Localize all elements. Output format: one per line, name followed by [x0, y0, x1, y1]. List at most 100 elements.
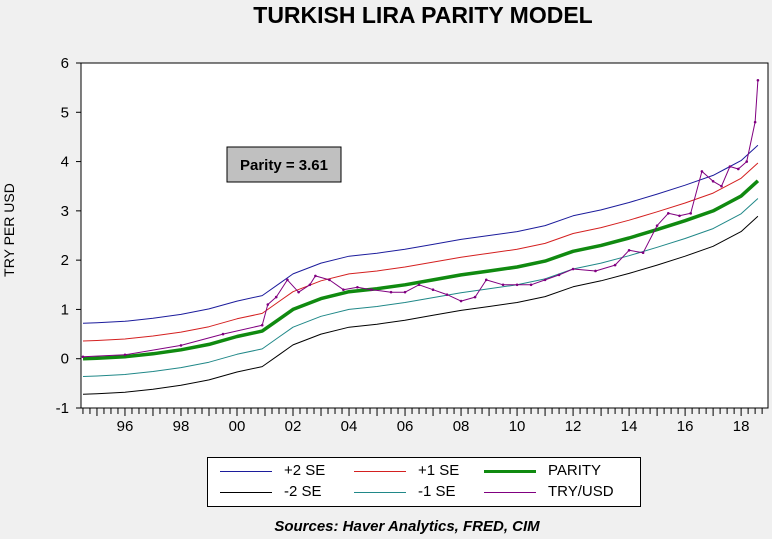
x-tick-label: 08: [453, 418, 470, 435]
y-tick-label: 5: [61, 104, 69, 121]
x-tick-label: 98: [173, 418, 190, 435]
legend-item-minus2se: -2 SE: [220, 482, 322, 502]
data-point-try-usd: [711, 179, 715, 183]
data-point-try-usd: [641, 251, 645, 255]
series-line--2-se: [82, 144, 759, 324]
data-point-try-usd: [700, 170, 704, 173]
data-point-try-usd: [459, 299, 463, 303]
x-tick-label: 00: [229, 418, 246, 435]
data-point-try-usd: [328, 278, 331, 282]
data-point-try-usd: [445, 293, 449, 296]
data-point-try-usd: [370, 288, 373, 292]
legend-swatch: [220, 470, 272, 472]
series-line--1-se: [82, 162, 759, 342]
data-point-try-usd: [81, 355, 85, 359]
data-point-try-usd: [655, 224, 659, 227]
y-tick-label: 2: [61, 252, 69, 269]
y-axis-label: TRY PER USD: [1, 183, 17, 277]
x-tick-label: 04: [341, 418, 358, 435]
data-point-try-usd: [417, 283, 421, 287]
data-point-try-usd: [529, 283, 533, 287]
parity-annotation: Parity = 3.61: [226, 146, 342, 183]
data-point-try-usd: [678, 214, 681, 218]
x-tick-label: 96: [117, 418, 134, 435]
legend: +2 SE +1 SE PARITY -2 SE -1 SE TRY/USD: [207, 457, 641, 507]
data-point-try-usd: [557, 273, 561, 277]
legend-item-tryusd: TRY/USD: [484, 482, 614, 502]
data-point-try-usd: [484, 278, 488, 282]
x-axis: 96 98 00 02 04 06 08 10 12 14 16 18: [82, 408, 763, 435]
x-tick-label: 18: [733, 418, 750, 435]
data-point-try-usd: [613, 263, 617, 267]
x-tick-label: 12: [565, 418, 582, 435]
plot-area: [80, 62, 769, 409]
annotation-text: Parity = 3.61: [240, 157, 328, 174]
legend-swatch: [354, 470, 406, 472]
data-point-try-usd: [389, 290, 393, 294]
y-tick-label: 1: [61, 301, 69, 318]
data-point-try-usd: [179, 344, 183, 347]
legend-swatch: [220, 491, 272, 493]
data-point-try-usd: [356, 285, 359, 289]
data-point-try-usd: [515, 283, 519, 287]
legend-label: -2 SE: [284, 483, 322, 500]
legend-label: PARITY: [548, 462, 602, 479]
x-tick-label: 10: [509, 418, 526, 435]
x-tick-label: 16: [677, 418, 694, 435]
series-lines: [81, 78, 760, 395]
data-point-try-usd: [342, 288, 345, 292]
data-point-try-usd: [501, 283, 505, 287]
y-tick-label: 4: [61, 154, 69, 171]
y-tick-label: 6: [61, 55, 69, 72]
data-point-try-usd: [666, 212, 670, 215]
series-line-parity: [82, 179, 760, 361]
data-point-try-usd: [737, 167, 740, 171]
data-point-try-usd: [594, 269, 597, 273]
data-point-try-usd: [221, 332, 225, 336]
data-point-try-usd: [314, 274, 317, 278]
data-point-try-usd: [260, 323, 264, 327]
data-point-try-usd: [274, 295, 278, 299]
y-tick-label: 3: [61, 203, 69, 220]
data-point-try-usd: [543, 278, 547, 282]
y-tick-label: -1: [56, 400, 69, 417]
legend-item-parity: PARITY: [484, 461, 601, 481]
data-point-try-usd: [753, 120, 757, 124]
data-point-try-usd: [403, 290, 407, 294]
data-point-try-usd: [473, 295, 477, 299]
data-point-try-usd: [123, 353, 127, 357]
x-tick-label: 02: [285, 418, 302, 435]
chart-title: TURKISH LIRA PARITY MODEL: [253, 2, 593, 28]
data-point-try-usd: [571, 267, 575, 271]
legend-label: TRY/USD: [548, 483, 614, 500]
legend-swatch: [484, 491, 536, 493]
series-line--2-se: [82, 215, 759, 395]
legend-label: -1 SE: [418, 483, 456, 500]
legend-swatch: [484, 469, 536, 473]
data-point-try-usd: [286, 278, 289, 282]
data-point-try-usd: [728, 165, 732, 168]
legend-item-plus1se: +1 SE: [354, 461, 459, 481]
data-point-try-usd: [720, 184, 723, 188]
data-point-try-usd: [266, 303, 270, 306]
x-tick-label: 14: [621, 418, 638, 435]
legend-label: +2 SE: [284, 462, 326, 479]
data-point-try-usd: [745, 160, 749, 163]
legend-item-minus1se: -1 SE: [354, 482, 456, 502]
x-tick-label: 06: [397, 418, 414, 435]
series-line--1-se: [82, 198, 759, 377]
data-point-try-usd: [689, 212, 693, 215]
data-point-try-usd: [756, 78, 760, 82]
data-point-try-usd: [627, 248, 631, 252]
sources-note: Sources: Haver Analytics, FRED, CIM: [274, 518, 540, 535]
legend-swatch: [354, 491, 406, 493]
legend-item-plus2se: +2 SE: [220, 461, 325, 481]
data-point-try-usd: [431, 288, 435, 292]
y-tick-label: 0: [61, 351, 69, 368]
data-point-try-usd: [308, 283, 312, 287]
data-point-try-usd: [297, 290, 300, 294]
annotation-box: [226, 146, 342, 183]
legend-label: +1 SE: [418, 462, 460, 479]
y-axis: -1 0 1 2 3 4 5 6: [56, 55, 81, 417]
